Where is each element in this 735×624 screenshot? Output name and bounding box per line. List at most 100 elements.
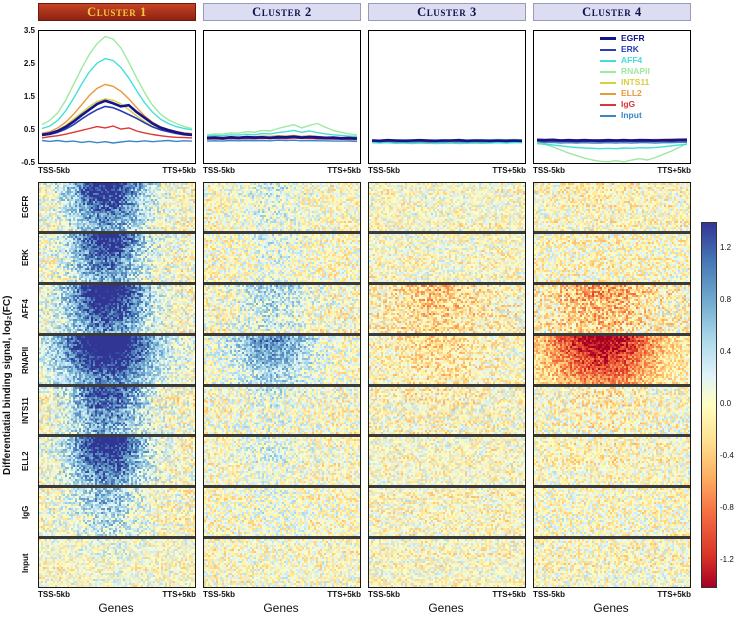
- legend-line-swatch: [600, 103, 616, 106]
- heatmap-block-cluster4-rnapii: [534, 335, 690, 384]
- heatmap-cluster-4: [533, 182, 691, 588]
- heatmap-block-cluster2-aff4: [204, 284, 360, 333]
- row-label-ints11: INTS11: [21, 397, 30, 425]
- legend-label: AFF4: [621, 55, 643, 65]
- heatmap-block-cluster3-aff4: [369, 284, 525, 333]
- row-label-egfr: EGFR: [21, 195, 30, 219]
- x-tick-tts: TTS+5kb: [492, 166, 526, 175]
- heatmap-block-cluster1-erk: [39, 233, 195, 282]
- heatmap-block-cluster4-erk: [534, 233, 690, 282]
- row-label-aff4: AFF4: [21, 299, 30, 319]
- row-label-ell2: ELL2: [21, 451, 30, 471]
- legend-item-aff4: AFF4: [600, 56, 688, 65]
- line-egfr: [371, 138, 523, 143]
- heatmap-block-cluster1-aff4: [39, 284, 195, 333]
- line-erk: [41, 105, 193, 137]
- heatmap-block-cluster2-igg: [204, 488, 360, 537]
- heatmap-block-cluster3-ell2: [369, 437, 525, 486]
- line-rnapii: [206, 122, 358, 136]
- line-igg: [41, 125, 193, 139]
- row-label-erk: ERK: [21, 249, 30, 267]
- row-label-input: Input: [21, 553, 30, 573]
- x-tick-tss: TSS-5kb: [368, 590, 401, 599]
- x-axis-title-genes: Genes: [428, 601, 464, 615]
- heatmap-cluster-3: [368, 182, 526, 588]
- x-tick-tts: TTS+5kb: [657, 590, 691, 599]
- colorbar-tick: 0.8: [720, 295, 732, 304]
- heatmap-block-cluster1-ell2: [39, 437, 195, 486]
- legend-label: EGFR: [621, 33, 645, 43]
- line-aff4: [41, 57, 193, 131]
- legend-line-swatch: [600, 37, 616, 40]
- legend-label: INTS11: [621, 77, 650, 87]
- heatmap-block-cluster1-input: [39, 539, 195, 587]
- heatmap-block-cluster2-ints11: [204, 386, 360, 435]
- x-axis-title-genes: Genes: [263, 601, 299, 615]
- colorbar-tick: 0.0: [720, 399, 732, 408]
- heatmap-block-cluster1-ints11: [39, 386, 195, 435]
- legend-label: ERK: [621, 44, 639, 54]
- line-egfr: [41, 99, 193, 137]
- legend-line-swatch: [600, 92, 616, 95]
- heatmap-block-cluster3-erk: [369, 233, 525, 282]
- legend-item-egfr: EGFR: [600, 34, 688, 43]
- heatmap-block-cluster1-rnapii: [39, 335, 195, 384]
- legend-item-erk: ERK: [600, 45, 688, 54]
- x-tick-tss: TSS-5kb: [38, 166, 71, 175]
- cluster-1-header: Cluster 1: [38, 3, 196, 21]
- line-rnapii: [41, 35, 193, 130]
- y-axis-title: Differentiatial binding signal, log₂(FC): [2, 295, 13, 475]
- cluster-3-header: Cluster 3: [368, 3, 526, 21]
- line-aff4: [536, 142, 688, 150]
- y-tick-0-5: 0.5: [23, 125, 35, 134]
- x-tick-tts: TTS+5kb: [657, 166, 691, 175]
- legend-item-igg: IgG: [600, 100, 688, 109]
- metaplot-cluster-3: [368, 30, 526, 164]
- heatmap-block-cluster4-igg: [534, 488, 690, 537]
- row-label-igg: IgG: [21, 505, 30, 519]
- line-rnapii: [536, 142, 688, 163]
- legend: EGFR ERK AFF4 RNAPII INTS11 ELL2 IgG Input: [600, 34, 688, 120]
- cluster-2-header: Cluster 2: [203, 3, 361, 21]
- metaplot-cluster-1: [38, 30, 196, 164]
- x-tick-tts: TTS+5kb: [327, 590, 361, 599]
- legend-item-ints11: INTS11: [600, 78, 688, 87]
- cluster-4-header: Cluster 4: [533, 3, 691, 21]
- heatmap-cluster-1: [38, 182, 196, 588]
- metaplot-cluster-4: [533, 30, 691, 164]
- line-aff4: [206, 129, 358, 138]
- heatmap-block-cluster1-egfr: [39, 183, 195, 231]
- colorbar-tick: -0.8: [720, 503, 734, 512]
- heatmap-block-cluster3-input: [369, 539, 525, 587]
- legend-line-swatch: [600, 114, 616, 117]
- heatmap-block-cluster2-input: [204, 539, 360, 587]
- line-aff4: [371, 141, 522, 145]
- x-tick-tss: TSS-5kb: [38, 590, 71, 599]
- legend-line-swatch: [600, 70, 616, 73]
- x-tick-tss: TSS-5kb: [203, 590, 236, 599]
- line-egfr: [536, 138, 687, 142]
- legend-line-swatch: [600, 81, 616, 84]
- colorbar-tick: 1.2: [720, 243, 732, 252]
- heatmap-block-cluster1-igg: [39, 488, 195, 537]
- colorbar: [701, 222, 717, 588]
- heatmap-block-cluster3-igg: [369, 488, 525, 537]
- line-input: [536, 141, 687, 144]
- heatmap-cluster-2: [203, 182, 361, 588]
- x-axis-title-genes: Genes: [98, 601, 134, 615]
- legend-line-swatch: [600, 48, 616, 51]
- heatmap-block-cluster4-ints11: [534, 386, 690, 435]
- heatmap-block-cluster4-egfr: [534, 183, 690, 231]
- colorbar-tick: -0.4: [720, 451, 734, 460]
- heatmap-block-cluster3-rnapii: [369, 335, 525, 384]
- heatmap-block-cluster2-erk: [204, 233, 360, 282]
- legend-item-input: Input: [600, 111, 688, 120]
- colorbar-tick: 0.4: [720, 347, 732, 356]
- heatmap-block-cluster3-egfr: [369, 183, 525, 231]
- heatmap-block-cluster4-ell2: [534, 437, 690, 486]
- y-tick-neg-0-5: -0.5: [21, 158, 35, 167]
- line-egfr: [206, 135, 358, 140]
- y-tick-2-5: 2.5: [23, 59, 35, 68]
- legend-item-ell2: ELL2: [600, 89, 688, 98]
